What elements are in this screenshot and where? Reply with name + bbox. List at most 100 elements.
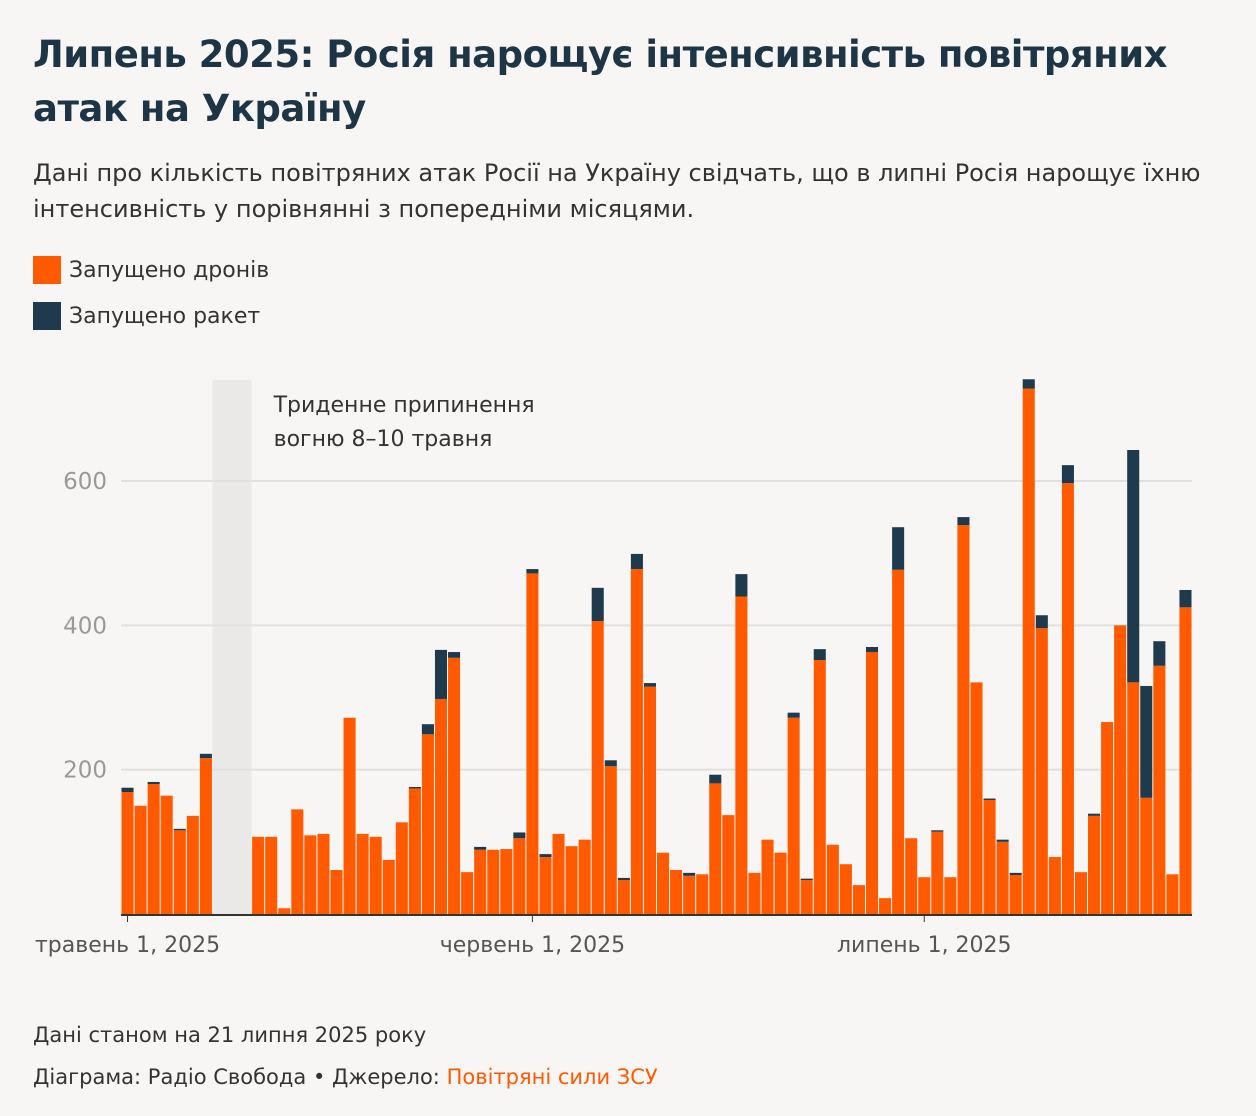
annotation-band [212,380,252,914]
bar-segment [643,683,656,687]
bar-segment [617,877,630,881]
bar-segment [983,799,996,914]
bar-segment [421,734,434,914]
bar-segment [487,849,500,914]
bar-segment [395,822,408,914]
bar-segment [800,878,813,881]
bar-segment [578,839,591,914]
chart: Триденне припинення вогню 8–10 травня 200 4… [35,379,1192,958]
bar-segment [591,621,604,914]
bar-segment [265,836,278,914]
bar-segment [683,875,696,914]
bar-segment [330,869,343,914]
bar-segment [448,652,461,658]
bar-segment [1061,465,1074,484]
chart-subtitle: Дані про кількість повітряних атак Росії… [33,159,1201,223]
bar-segment [1061,483,1074,914]
bar-segment [1127,682,1140,914]
bar-segment [1035,615,1048,629]
bar-segment [526,573,539,914]
bar-segment [121,792,134,914]
bar-segment [1035,628,1048,914]
credit: Діаграма: Радіо Свобода • Джерело: [33,1065,440,1089]
bar-segment [813,649,826,660]
legend-label: Запущено дронів [69,257,270,283]
bar-segment [134,805,147,914]
legend-item: Запущено дронів [33,256,269,284]
bar-segment [643,686,656,914]
x-tick-label: липень 1, 2025 [837,933,1012,958]
bar-segment [852,885,865,914]
bar-segment [892,569,905,914]
bar-segment [147,784,160,914]
bar-segment [173,830,186,914]
bar-segment [278,908,291,914]
y-tick-label: 400 [63,613,107,639]
bar-segment [1088,813,1101,816]
legend-swatch [33,256,61,284]
bar-segment [1140,685,1153,798]
bar-segment [931,831,944,914]
bar-segment [865,647,879,653]
y-tick-label: 200 [63,758,107,784]
bar-segment [1074,872,1088,914]
bar-segment [591,587,604,622]
bar-segment [839,864,852,914]
legend-swatch [33,302,61,330]
annotation-text: вогню 8–10 травня [274,427,493,452]
bar-segment [709,783,722,914]
bar-segment [121,787,134,793]
bar-segment [369,836,382,914]
bar-segment [356,833,369,914]
bar-segment [252,836,265,914]
bar-segment [604,766,617,914]
bar-segment [539,856,552,914]
bar-segment [434,698,448,914]
bar-segment [408,786,421,789]
legend-label: Запущено ракет [69,303,261,329]
bar-segment [983,798,996,800]
bar-segment [604,760,617,767]
bar-segment [970,682,983,914]
bar-segment [683,872,696,876]
bar-segment [1166,874,1179,914]
source: Повітряні сили ЗСУ [446,1065,658,1089]
bar-segment [630,553,643,570]
bar-segment [709,774,722,784]
bar-segment [657,852,670,914]
bar-segment [996,841,1009,914]
bar-segment [957,525,970,914]
bar-segment [1179,607,1192,914]
legend-item: Запущено ракет [33,302,260,330]
bar-segment [474,846,487,850]
bar-segment [905,838,918,914]
bar-segment [1022,379,1035,389]
bar-segment [1114,625,1127,914]
bar-segment [787,712,800,718]
bar-segment [1022,388,1035,915]
note: Дані станом на 21 липня 2025 року [33,1023,427,1047]
bar-segment [722,815,735,914]
annotation-text: Триденне припинення [273,393,535,418]
bar-segment [565,846,578,914]
bar-segment [787,717,800,914]
bar-segment [865,652,879,914]
bar-segment [304,835,317,914]
bar-segment [199,753,212,759]
bar-segment [879,898,892,914]
bar-segment [526,569,539,574]
bar-segment [1088,815,1101,914]
bar-segment [813,659,826,914]
bar-segment [461,872,474,914]
credit-line: Діаграма: Радіо Свобода • Джерело: Повіт… [33,1056,658,1098]
bar-segment [1127,449,1140,683]
footer: Дані станом на 21 липня 2025 року Діагра… [33,1014,658,1098]
bar-segment [826,844,839,914]
bar-segment [892,527,905,570]
bar-segment [448,657,461,914]
bar-segment [1009,872,1022,876]
bar-segment [539,854,552,857]
bar-segment [1153,665,1166,914]
bar-segment [735,596,748,914]
